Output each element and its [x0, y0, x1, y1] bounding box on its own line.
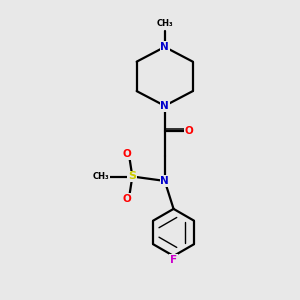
Text: O: O — [122, 149, 131, 159]
Text: CH₃: CH₃ — [156, 20, 173, 28]
Text: F: F — [170, 254, 177, 265]
Text: O: O — [122, 194, 131, 204]
Text: N: N — [160, 42, 169, 52]
Text: N: N — [160, 176, 169, 186]
Text: CH₃: CH₃ — [93, 172, 110, 181]
Text: O: O — [184, 126, 193, 136]
Text: N: N — [160, 101, 169, 111]
Text: S: S — [128, 172, 136, 182]
